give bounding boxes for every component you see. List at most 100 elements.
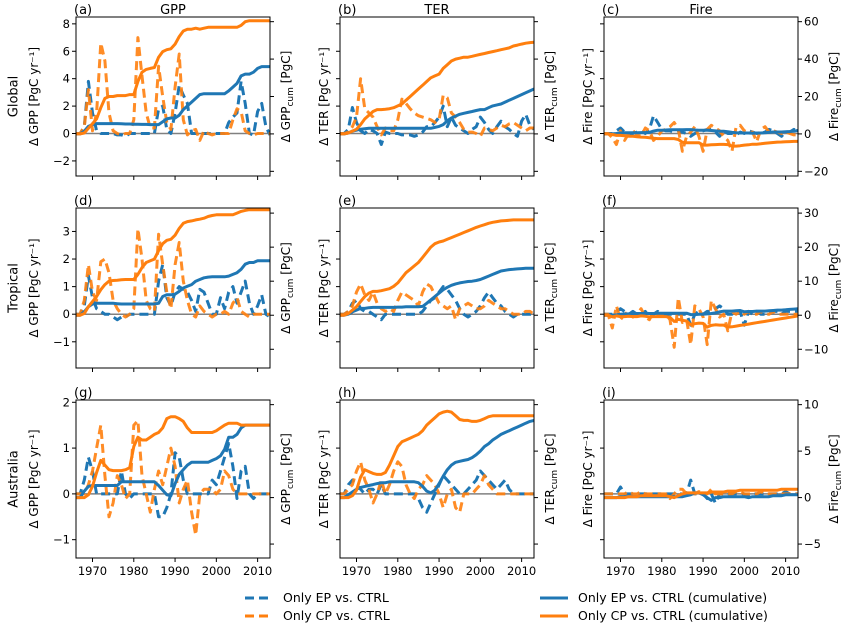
panel-g: (g) 1970 1980 1990 2000 2010 −1 0 1 2 Δ GPP [PgC y… (27, 386, 296, 578)
y-left-label: Δ GPP [PgC yr⁻¹] (27, 429, 41, 528)
y-right-label: Δ Firecum [PgC] (827, 52, 844, 141)
x-tick-label: 1970 (606, 564, 635, 578)
x-tick-label: 2010 (771, 564, 800, 578)
panel-title-gpp: GPP (160, 3, 186, 18)
y-right-tick-label: 20 (804, 90, 819, 104)
series-group (604, 478, 798, 505)
y-left-tick-label: 2 (63, 99, 70, 113)
y-right-tick-label: 40 (804, 52, 819, 66)
x-tick-label: 1980 (647, 564, 676, 578)
panel-f: (f) −10 0 10 20 30 Δ Fire [PgC yr⁻¹] Δ Firecum … (581, 194, 844, 372)
series-group (76, 415, 270, 537)
legend-label: Only EP vs. CTRL (cumulative) (578, 590, 767, 605)
x-tick-label: 1970 (342, 564, 371, 578)
y-left-label: Δ TER [PgC yr⁻¹] (317, 430, 331, 529)
series-group (76, 208, 270, 322)
panel-a: (a) GPP −2 0 2 4 6 8 Δ GPP [PgC yr⁻¹] Δ GPPcum [P… (27, 3, 296, 180)
y-right-label: Δ TERcum [PgC] (543, 433, 560, 524)
series-ep-annual (340, 104, 534, 146)
y-left-tick-label: 0 (63, 487, 70, 501)
series-cp-cumulative (340, 409, 534, 500)
series-ep-cumulative (76, 259, 270, 317)
x-tick-label: 2010 (243, 564, 272, 578)
panel-letter: (c) (602, 3, 619, 18)
axes-frame (603, 16, 799, 177)
series-cp-cumulative (604, 487, 798, 500)
y-right-label: Δ Firecum [PgC] (827, 434, 844, 523)
y-right-tick-label: 0 (804, 308, 811, 322)
series-ep-annual (76, 442, 270, 519)
series-ep-cumulative (76, 65, 270, 136)
y-left-tick-label: 2 (63, 395, 70, 409)
y-right-tick-label: −5 (804, 537, 821, 551)
series-group (340, 40, 534, 146)
panel-h: (h) 1970 1980 1990 2000 2010 Δ TER [PgC yr⁻¹] Δ… (317, 386, 560, 578)
x-tick-label: 1990 (160, 564, 189, 578)
series-ep-cumulative (604, 128, 798, 136)
legend-label: Only CP vs. CTRL (cumulative) (578, 608, 768, 623)
series-cp-annual (76, 227, 270, 319)
y-left-tick-label: 1 (63, 441, 70, 455)
legend-item: Only CP vs. CTRL (245, 608, 390, 623)
series-group (340, 409, 534, 514)
y-left-label: Δ Fire [PgC yr⁻¹] (581, 240, 595, 337)
series-cp-cumulative (604, 132, 798, 148)
y-right-label: Δ TERcum [PgC] (543, 242, 560, 333)
y-left-tick-label: −1 (53, 533, 70, 547)
y-left-tick-label: 4 (63, 72, 70, 86)
panel-letter: (g) (74, 386, 92, 401)
x-tick-label: 1990 (688, 564, 717, 578)
y-right-label: Δ TERcum [PgC] (543, 51, 560, 142)
axes-frame (603, 399, 799, 559)
y-left-label: Δ TER [PgC yr⁻¹] (317, 47, 331, 146)
series-cp-cumulative (76, 415, 270, 500)
y-right-tick-label: 10 (804, 274, 819, 288)
y-left-label: Δ GPP [PgC yr⁻¹] (27, 47, 41, 146)
legend-item: Only CP vs. CTRL (cumulative) (540, 608, 768, 623)
series-ep-cumulative (604, 307, 798, 317)
y-right-tick-label: 10 (804, 398, 819, 412)
x-tick-label: 2010 (507, 564, 536, 578)
axes-frame (339, 16, 535, 177)
y-left-tick-label: −2 (53, 154, 70, 168)
y-left-label: Δ Fire [PgC yr⁻¹] (581, 48, 595, 145)
y-right-tick-label: 60 (804, 15, 819, 29)
series-cp-annual (604, 487, 798, 500)
x-tick-label: 2000 (466, 564, 495, 578)
series-cp-cumulative (340, 40, 534, 136)
y-left-tick-label: 3 (63, 224, 70, 238)
legend: Only EP vs. CTRL Only CP vs. CTRL Only EP … (245, 590, 768, 623)
row-label-global: Global (7, 76, 22, 117)
panel-letter: (a) (74, 3, 92, 18)
y-left-tick-label: 6 (63, 44, 70, 58)
series-cp-annual (76, 36, 270, 142)
axes-frame (339, 399, 535, 559)
y-left-tick-label: 8 (63, 17, 70, 31)
panel-i: (i) 1970 1980 1990 2000 2010 −5 0 5 10 Δ Fire [PgC… (581, 386, 844, 578)
series-cp-cumulative (340, 218, 534, 317)
panel-b: (b) TER Δ TER [PgC yr⁻¹] Δ TERcum [PgC] (317, 3, 560, 180)
y-left-tick-label: −1 (53, 335, 70, 349)
axes-frame (603, 207, 799, 369)
series-group (604, 114, 798, 153)
y-left-label: Δ Fire [PgC yr⁻¹] (581, 431, 595, 528)
y-right-label: Δ GPPcum [PgC] (279, 433, 296, 525)
series-group (76, 19, 270, 142)
y-left-tick-label: 0 (63, 127, 70, 141)
panel-letter: (b) (338, 3, 356, 18)
series-ep-annual (340, 285, 534, 322)
x-tick-label: 2000 (730, 564, 759, 578)
panel-title-ter: TER (423, 3, 449, 18)
series-group (340, 218, 534, 322)
y-right-tick-label: −20 (804, 164, 828, 178)
legend-item: Only EP vs. CTRL (cumulative) (540, 590, 767, 605)
panel-letter: (d) (74, 194, 92, 209)
y-right-tick-label: 20 (804, 240, 819, 254)
x-tick-label: 1980 (119, 564, 148, 578)
y-right-tick-label: 30 (804, 206, 819, 220)
series-cp-cumulative (604, 313, 798, 329)
row-label-australia: Australia (7, 450, 22, 508)
series-ep-cumulative (76, 423, 270, 500)
panel-e: (e) Δ TER [PgC yr⁻¹] Δ TERcum [PgC] (317, 194, 560, 372)
